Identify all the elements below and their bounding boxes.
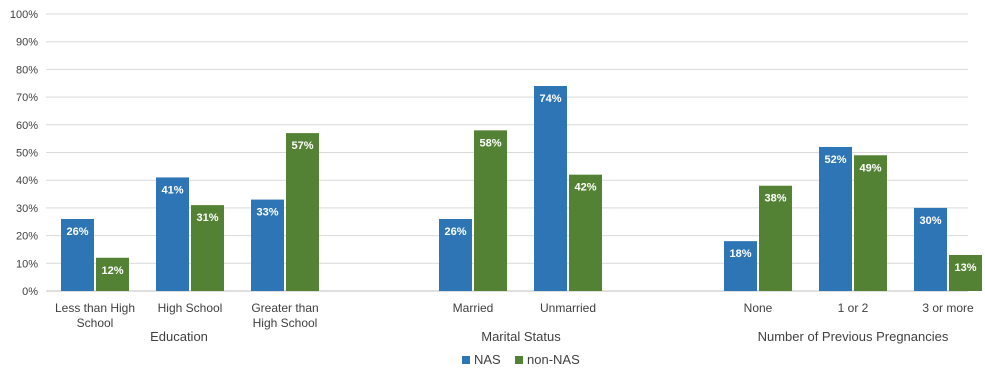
bar-nas bbox=[819, 146, 852, 291]
data-label: 41% bbox=[161, 184, 183, 196]
y-tick-label: 80% bbox=[16, 64, 38, 76]
x-category-label: None bbox=[744, 301, 773, 315]
x-group-label: Marital Status bbox=[481, 329, 561, 344]
bar-nas bbox=[61, 218, 94, 291]
x-category-label: 1 or 2 bbox=[838, 301, 869, 315]
y-tick-label: 60% bbox=[16, 120, 38, 132]
legend-swatch bbox=[462, 356, 470, 364]
data-label: 52% bbox=[824, 154, 846, 166]
x-group-label: Number of Previous Pregnancies bbox=[758, 329, 949, 344]
data-label: 38% bbox=[764, 193, 786, 205]
data-label: 13% bbox=[954, 262, 976, 274]
bar-non-nas bbox=[569, 174, 602, 291]
data-label: 57% bbox=[291, 140, 313, 152]
legend-label: non-NAS bbox=[527, 352, 580, 367]
bar-non-nas bbox=[949, 254, 982, 291]
bar-nas bbox=[251, 199, 284, 291]
y-tick-label: 90% bbox=[16, 37, 38, 49]
data-label: 18% bbox=[729, 248, 751, 260]
data-label: 26% bbox=[444, 226, 466, 238]
y-tick-label: 20% bbox=[16, 231, 38, 243]
legend: NAS non-NAS bbox=[462, 352, 580, 367]
x-category-label: High School bbox=[158, 301, 223, 315]
y-tick-label: 70% bbox=[16, 92, 38, 104]
x-category-label: School bbox=[77, 316, 114, 330]
bar-nas bbox=[156, 177, 189, 291]
data-label: 26% bbox=[66, 226, 88, 238]
bar-non-nas bbox=[96, 257, 129, 291]
x-category-label: Less than High bbox=[55, 301, 135, 315]
data-label: 42% bbox=[574, 182, 596, 194]
x-category-label: Unmarried bbox=[540, 301, 596, 315]
x-category-label: 3 or more bbox=[922, 301, 974, 315]
data-label: 74% bbox=[539, 93, 561, 105]
data-label: 31% bbox=[196, 212, 218, 224]
bar-non-nas bbox=[191, 205, 224, 291]
bar-nas bbox=[534, 86, 567, 292]
bar-nas bbox=[724, 241, 757, 291]
x-category-label: Greater than bbox=[251, 301, 318, 315]
bars: 26% 41% 33% 26% 74% 18% 52% 30% 12% 31% 57% 58% 42% 3… bbox=[61, 86, 982, 292]
y-tick-label: 30% bbox=[16, 203, 38, 215]
legend-swatch bbox=[515, 356, 523, 364]
bar-nas bbox=[439, 218, 472, 291]
data-label: 58% bbox=[479, 137, 501, 149]
x-category-label: Married bbox=[453, 301, 494, 315]
data-label: 12% bbox=[101, 265, 123, 277]
y-tick-label: 40% bbox=[16, 175, 38, 187]
bar-nas bbox=[914, 207, 947, 291]
x-category-label: High School bbox=[253, 316, 318, 330]
y-tick-label: 10% bbox=[16, 258, 38, 270]
data-label: 30% bbox=[919, 215, 941, 227]
data-label: 33% bbox=[256, 207, 278, 219]
data-label: 49% bbox=[859, 162, 881, 174]
y-tick-label: 0% bbox=[22, 286, 38, 298]
y-axis: 0% 10% 20% 30% 40% 50% 60% 70% 80% 90% 100% bbox=[10, 9, 38, 298]
legend-label: NAS bbox=[474, 352, 501, 367]
y-tick-label: 100% bbox=[10, 9, 38, 21]
bar-non-nas bbox=[854, 155, 887, 291]
bar-non-nas bbox=[759, 185, 792, 291]
bar-non-nas bbox=[474, 130, 507, 291]
x-group-label: Education bbox=[150, 329, 208, 344]
y-tick-label: 50% bbox=[16, 148, 38, 160]
bar-non-nas bbox=[286, 133, 319, 291]
